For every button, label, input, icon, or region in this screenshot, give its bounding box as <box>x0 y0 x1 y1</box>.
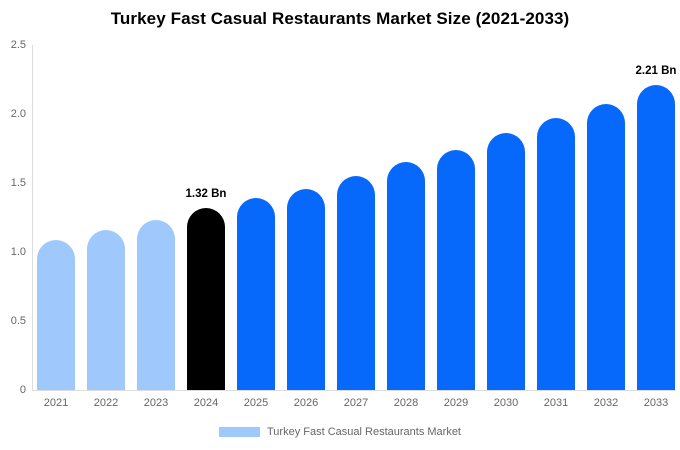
x-tick-label-2024: 2024 <box>193 397 219 409</box>
chart-title: Turkey Fast Casual Restaurants Market Si… <box>110 9 570 28</box>
bar-2024 <box>187 207 225 390</box>
legend-swatch <box>219 427 260 437</box>
x-tick-label-2023: 2023 <box>143 397 169 409</box>
bar-2028 <box>387 162 425 390</box>
y-tick-label: 0.5 <box>10 315 26 327</box>
x-tick-label-2031: 2031 <box>543 397 569 409</box>
legend: Turkey Fast Casual Restaurants Market <box>0 426 680 438</box>
bar-2022 <box>87 229 125 390</box>
x-tick-label-2025: 2025 <box>243 397 269 409</box>
x-tick-label-2022: 2022 <box>93 397 119 409</box>
value-label-2033: 2.21 Bn <box>635 65 677 78</box>
bar-2021 <box>37 239 75 390</box>
x-tick-label-2029: 2029 <box>443 397 469 409</box>
bar-2029 <box>437 149 475 390</box>
bar-2032 <box>587 104 625 390</box>
bar-2023 <box>137 220 175 390</box>
x-tick-label-2021: 2021 <box>43 397 69 409</box>
plot-area <box>32 45 676 391</box>
bar-2031 <box>537 118 575 390</box>
x-tick-label-2026: 2026 <box>293 397 319 409</box>
y-tick-label: 2.5 <box>10 39 26 51</box>
bar-2025 <box>237 198 275 390</box>
bar-2030 <box>487 133 525 390</box>
y-tick-label: 1.0 <box>10 246 26 258</box>
x-tick-label-2030: 2030 <box>493 397 519 409</box>
bar-2033 <box>637 85 675 390</box>
value-label-2024: 1.32 Bn <box>185 187 227 200</box>
y-tick-label: 0 <box>19 384 26 396</box>
legend-label: Turkey Fast Casual Restaurants Market <box>267 426 461 438</box>
x-tick-label-2032: 2032 <box>593 397 619 409</box>
y-tick-label: 1.5 <box>10 177 26 189</box>
bar-2027 <box>337 176 375 390</box>
y-tick-label: 2.0 <box>10 108 26 120</box>
x-tick-label-2027: 2027 <box>343 397 369 409</box>
x-tick-label-2028: 2028 <box>393 397 419 409</box>
x-tick-label-2033: 2033 <box>643 397 669 409</box>
bar-2026 <box>287 188 325 390</box>
